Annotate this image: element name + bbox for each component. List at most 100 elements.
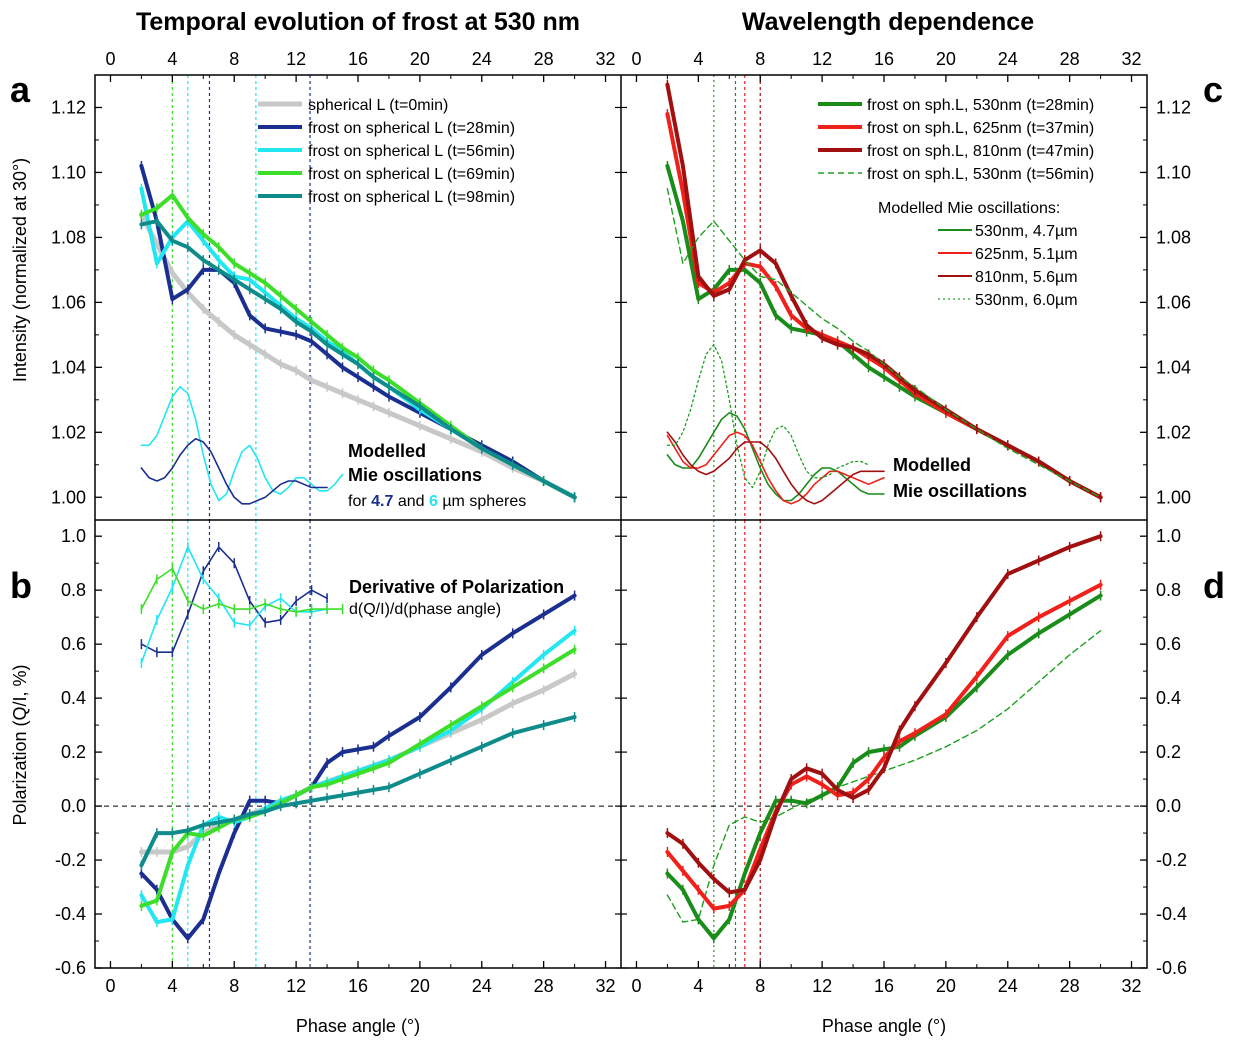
xtick-label-top-c-5: 20 bbox=[936, 49, 956, 69]
y-axis-label-bottom: Polarization (Q/I, %) bbox=[10, 664, 30, 825]
annotation-b-line2: d(Q/I)/d(phase angle) bbox=[349, 601, 501, 618]
ytick-label-b-1: -0.4 bbox=[55, 904, 86, 924]
series-a-5 bbox=[140, 385, 344, 502]
panel-letter-b: b bbox=[10, 565, 32, 606]
axis-ticks: 0 4 8 12 16 20 24 28 321.001.021.041.061.081.101… bbox=[51, 49, 1191, 996]
xtick-label-bottom-d-4: 16 bbox=[874, 976, 894, 996]
xtick-label-bottom-b-7: 28 bbox=[534, 976, 554, 996]
legend-c-label-2: frost on sph.L, 810nm (t=47min) bbox=[867, 143, 1094, 160]
xtick-label-top-a-6: 24 bbox=[472, 49, 492, 69]
ytick-label-d-3: 0.0 bbox=[1156, 796, 1181, 816]
xtick-label-bottom-b-0: 0 bbox=[105, 976, 115, 996]
ytick-label-b-4: 0.2 bbox=[61, 742, 86, 762]
xtick-label-bottom-b-3: 12 bbox=[286, 976, 306, 996]
xtick-label-bottom-d-7: 28 bbox=[1060, 976, 1080, 996]
series-c-4 bbox=[666, 411, 885, 502]
data-series bbox=[138, 79, 1103, 944]
legend-c: frost on sph.L, 530nm (t=28min) frost on… bbox=[818, 97, 1094, 309]
legend-a: spherical L (t=0min) frost on spherical … bbox=[258, 97, 515, 206]
xtick-label-top-a-2: 8 bbox=[229, 49, 239, 69]
xtick-label-top-c-6: 24 bbox=[998, 49, 1018, 69]
ytick-label-c-1: 1.02 bbox=[1156, 422, 1191, 442]
xtick-label-bottom-d-1: 4 bbox=[693, 976, 703, 996]
ytick-label-c-2: 1.04 bbox=[1156, 357, 1191, 377]
ytick-label-d-0: -0.6 bbox=[1156, 958, 1187, 978]
annotation-a-line3: for 4.7 and 6 µm spheres bbox=[348, 493, 526, 510]
ytick-label-b-8: 1.0 bbox=[61, 526, 86, 546]
ytick-label-b-7: 0.8 bbox=[61, 580, 86, 600]
xtick-label-bottom-d-5: 20 bbox=[936, 976, 956, 996]
series-c-5 bbox=[666, 431, 885, 505]
xtick-label-top-c-2: 8 bbox=[755, 49, 765, 69]
xtick-label-bottom-d-3: 12 bbox=[812, 976, 832, 996]
ytick-label-a-1: 1.02 bbox=[51, 422, 86, 442]
legend-a-label-4: frost on spherical L (t=98min) bbox=[308, 189, 515, 206]
ytick-label-d-6: 0.6 bbox=[1156, 634, 1181, 654]
annotation-a-size1: 4.7 bbox=[371, 493, 393, 510]
ytick-label-a-3: 1.06 bbox=[51, 292, 86, 312]
series-c-6 bbox=[666, 431, 885, 505]
ytick-label-b-0: -0.6 bbox=[55, 958, 86, 978]
legend-c-label-4: 530nm, 4.7µm bbox=[975, 223, 1078, 240]
series-a-6 bbox=[140, 437, 328, 505]
ytick-label-a-4: 1.08 bbox=[51, 227, 86, 247]
legend-c-label-6: 810nm, 5.6µm bbox=[975, 269, 1078, 286]
y-axis-label-top: Intensity (normalized at 30°) bbox=[10, 158, 30, 382]
annotation-c: Modelled Mie oscillations bbox=[893, 455, 1027, 501]
panel-letter-c: c bbox=[1203, 69, 1223, 110]
ytick-label-b-6: 0.6 bbox=[61, 634, 86, 654]
xtick-label-bottom-b-2: 8 bbox=[229, 976, 239, 996]
legend-a-label-3: frost on spherical L (t=69min) bbox=[308, 166, 515, 183]
ytick-label-a-5: 1.10 bbox=[51, 162, 86, 182]
xtick-label-top-a-7: 28 bbox=[534, 49, 554, 69]
legend-a-label-2: frost on spherical L (t=56min) bbox=[308, 143, 515, 160]
series-b-7 bbox=[140, 567, 344, 613]
ytick-label-d-1: -0.4 bbox=[1156, 904, 1187, 924]
x-axis-label-right: Phase angle (°) bbox=[822, 1016, 946, 1036]
xtick-label-top-c-8: 32 bbox=[1122, 49, 1142, 69]
xtick-label-top-c-3: 12 bbox=[812, 49, 832, 69]
annotation-a: Modelled Mie oscillations for 4.7 and 6 … bbox=[348, 441, 526, 510]
xtick-label-top-c-7: 28 bbox=[1060, 49, 1080, 69]
reference-lines bbox=[95, 75, 1147, 968]
ytick-label-c-3: 1.06 bbox=[1156, 292, 1191, 312]
xtick-label-top-a-4: 16 bbox=[348, 49, 368, 69]
ytick-label-d-7: 0.8 bbox=[1156, 580, 1181, 600]
ytick-label-d-4: 0.2 bbox=[1156, 742, 1181, 762]
xtick-label-bottom-d-8: 32 bbox=[1122, 976, 1142, 996]
xtick-label-top-c-4: 16 bbox=[874, 49, 894, 69]
xtick-label-bottom-b-6: 24 bbox=[472, 976, 492, 996]
ytick-label-c-5: 1.10 bbox=[1156, 162, 1191, 182]
annotation-a-line1: Modelled bbox=[348, 441, 426, 461]
xtick-label-bottom-d-0: 0 bbox=[631, 976, 641, 996]
annotation-a-pre: for bbox=[348, 493, 371, 510]
series-c-7 bbox=[666, 343, 870, 489]
ytick-label-d-2: -0.2 bbox=[1156, 850, 1187, 870]
title-right: Wavelength dependence bbox=[742, 8, 1034, 36]
annotation-a-size2: 6 bbox=[429, 493, 438, 510]
ytick-label-a-0: 1.00 bbox=[51, 487, 86, 507]
legend-c-label-1: frost on sph.L, 625nm (t=37min) bbox=[867, 120, 1094, 137]
xtick-label-top-a-1: 4 bbox=[167, 49, 177, 69]
ytick-label-c-0: 1.00 bbox=[1156, 487, 1191, 507]
xtick-label-top-a-3: 12 bbox=[286, 49, 306, 69]
ytick-label-c-4: 1.08 bbox=[1156, 227, 1191, 247]
xtick-label-bottom-b-5: 20 bbox=[410, 976, 430, 996]
ytick-label-d-8: 1.0 bbox=[1156, 526, 1181, 546]
legend-a-label-0: spherical L (t=0min) bbox=[308, 97, 448, 114]
annotation-a-line2: Mie oscillations bbox=[348, 465, 482, 485]
annotation-a-post: µm spheres bbox=[438, 493, 526, 510]
annotation-c-line1: Modelled bbox=[893, 455, 971, 475]
ytick-label-b-2: -0.2 bbox=[55, 850, 86, 870]
ytick-label-a-6: 1.12 bbox=[51, 97, 86, 117]
title-left: Temporal evolution of frost at 530 nm bbox=[136, 8, 580, 36]
annotation-b-line1: Derivative of Polarization bbox=[349, 577, 564, 597]
series-c-3 bbox=[666, 187, 1102, 498]
xtick-label-bottom-d-2: 8 bbox=[755, 976, 765, 996]
legend-c-label-5: 625nm, 5.1µm bbox=[975, 246, 1078, 263]
xtick-label-top-a-5: 20 bbox=[410, 49, 430, 69]
legend-c-label-0: frost on sph.L, 530nm (t=28min) bbox=[867, 97, 1094, 114]
annotation-b: Derivative of Polarization d(Q/I)/d(phas… bbox=[349, 577, 564, 618]
